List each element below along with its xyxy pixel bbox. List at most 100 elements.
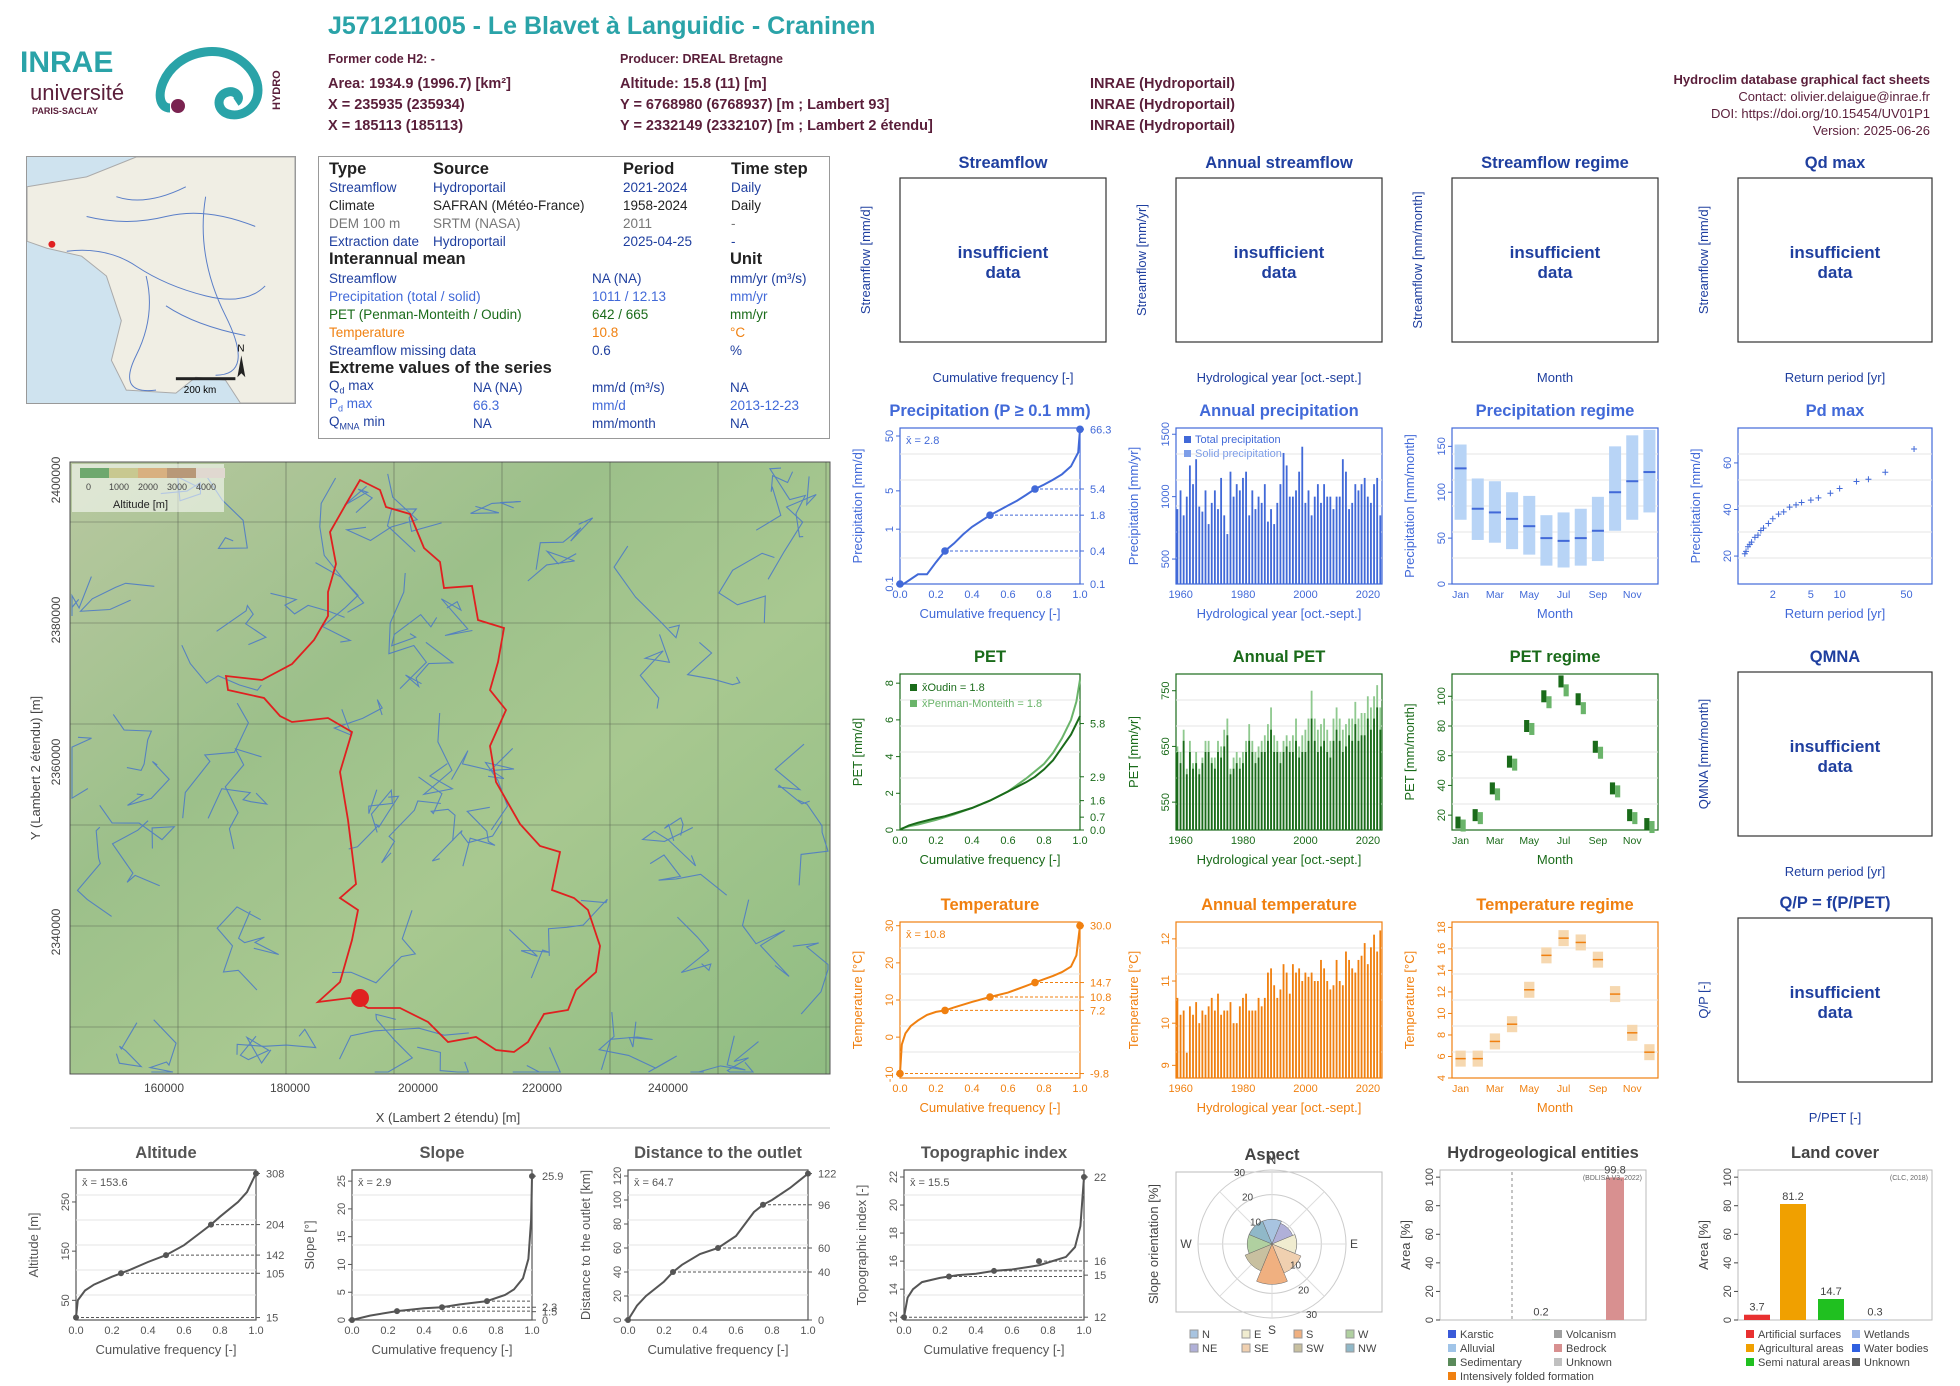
extreme-date: NA <box>730 415 749 431</box>
regime-range <box>1609 446 1622 531</box>
bar <box>1326 752 1329 830</box>
panel-ylabel: PET [mm/yr] <box>1126 716 1141 788</box>
extreme-symbol: Q <box>329 378 340 394</box>
bar <box>1226 534 1229 584</box>
y-tick-label: 4 <box>884 754 896 760</box>
bar <box>1176 752 1179 830</box>
river <box>677 916 712 974</box>
right-tick-label: 66.3 <box>1090 424 1111 436</box>
river <box>690 1035 746 1073</box>
panel-xlabel: Cumulative frequency [-] <box>372 1342 513 1357</box>
col-period: Period <box>623 159 675 178</box>
pd-point <box>1775 511 1782 518</box>
bar <box>1363 477 1366 584</box>
river <box>417 1046 470 1073</box>
bar <box>1329 496 1332 584</box>
legend-swatch <box>1189 1329 1199 1339</box>
extreme-subscript: d <box>339 385 345 396</box>
mean-row: Temperature 10.8 °C <box>329 323 819 341</box>
cdf-line <box>75 1172 257 1318</box>
bar <box>1195 459 1198 584</box>
right-tick-label: 2.9 <box>1090 772 1105 784</box>
bar-value: 99.8 <box>1604 1164 1625 1176</box>
legend-swatch <box>1184 450 1191 457</box>
source-label: (BDLISA V3, 2022) <box>1583 1175 1642 1182</box>
info-source: Hydroportail <box>433 233 506 249</box>
bar <box>1226 735 1229 830</box>
right-tick-label: 16 <box>1094 1256 1106 1268</box>
right-tick-label: 15 <box>1094 1270 1106 1282</box>
aspect-slice <box>1248 1220 1273 1245</box>
x-tick-label: 2 <box>1770 589 1776 601</box>
bar <box>1188 1006 1191 1078</box>
right-tick-label: 122 <box>818 1169 836 1181</box>
x-tick-label: 0.2 <box>928 835 943 847</box>
y-tick-label: 60 <box>1424 1228 1436 1240</box>
x-tick-label: 0.4 <box>692 1325 707 1337</box>
panel-ylabel: Q/P [-] <box>1696 981 1711 1018</box>
bar <box>1282 452 1285 584</box>
bar <box>1320 746 1322 830</box>
river <box>237 910 279 956</box>
bar <box>1310 718 1313 830</box>
river <box>216 906 261 991</box>
x-tick-label: 0.0 <box>344 1325 359 1337</box>
legend-label: E <box>1254 1329 1261 1341</box>
x-tick-label: 0.0 <box>896 1325 911 1337</box>
panel-title: Annual streamflow <box>1205 154 1353 172</box>
panel-ylabel: Area [%] <box>1398 1220 1413 1270</box>
panel-ylabel: Area [%] <box>1696 1220 1711 1270</box>
river <box>512 1047 562 1073</box>
quantile-point <box>163 1252 169 1259</box>
info-type: DEM 100 m <box>329 215 401 231</box>
legend-swatch <box>1448 1344 1456 1352</box>
right-tick-label: 40 <box>818 1267 830 1279</box>
panel-xlabel: P/PET [-] <box>1809 1110 1862 1125</box>
river <box>390 613 438 647</box>
x-tick-label: 0.8 <box>1036 835 1051 847</box>
bar <box>1379 930 1382 1078</box>
regime-box-2 <box>1477 812 1483 825</box>
right-tick-label: 308 <box>266 1168 284 1180</box>
y-lambert2: Y = 2332149 (2332107) [m ; Lambert 2 éte… <box>620 118 933 134</box>
chart-precip_regime: Precipitation regime 0 50 100 150 Jan Mar May Ju… <box>1402 402 1659 621</box>
aspect-slice <box>1244 1243 1273 1272</box>
bar <box>1366 718 1369 830</box>
bar <box>1220 757 1223 830</box>
quantile-point <box>670 1269 676 1275</box>
y-tick-label: 25 <box>336 1175 348 1187</box>
y-tick-label: 60 <box>612 1242 624 1254</box>
right-tick-label: 2.3 <box>542 1302 557 1314</box>
bar <box>1304 972 1307 1078</box>
legend-label: Alluvial <box>1460 1343 1495 1355</box>
altitude-legend-swatch <box>167 468 196 478</box>
river <box>76 826 112 917</box>
bar <box>1316 981 1319 1078</box>
chart-distance: Distance to the outlet 0 20 40 60 80 100 120 0.0… <box>578 1144 836 1357</box>
insufficient-data-line1: insufficient <box>958 243 1049 262</box>
x-tick-label: 0.0 <box>892 1083 907 1095</box>
x-tick-label: May <box>1519 835 1540 847</box>
y-tick-label: 10 <box>1160 1017 1172 1029</box>
bar <box>1229 1002 1232 1078</box>
panel-ylabel: QMNA [mm/month] <box>1696 699 1711 810</box>
bar <box>1235 484 1238 584</box>
regime-box <box>1644 818 1650 831</box>
pd-point <box>1815 494 1822 501</box>
panel-title: Topographic index <box>921 1144 1068 1162</box>
bar <box>1373 934 1375 1078</box>
panel-xlabel: Cumulative frequency [-] <box>920 1100 1061 1115</box>
doi[interactable]: DOI: https://doi.org/10.15454/UV01P1 <box>1711 106 1930 121</box>
bar <box>1285 465 1288 584</box>
bar <box>1285 746 1288 830</box>
bar <box>1207 752 1210 830</box>
insufficient-data-line1: insufficient <box>1790 983 1881 1002</box>
extreme-unit: mm/d <box>592 397 626 413</box>
x-tick-label: 0.6 <box>1000 589 1015 601</box>
right-tick-label: 7.2 <box>1090 1005 1105 1017</box>
panel-xlabel: Cumulative frequency [-] <box>924 1342 1065 1357</box>
map-xlabel: X (Lambert 2 étendu) [m] <box>376 1110 521 1125</box>
y-tick-label: 1500 <box>1160 422 1172 446</box>
chart-annual_precip: Annual precipitation 500 1000 1500 1960 1980 2… <box>1126 402 1383 621</box>
